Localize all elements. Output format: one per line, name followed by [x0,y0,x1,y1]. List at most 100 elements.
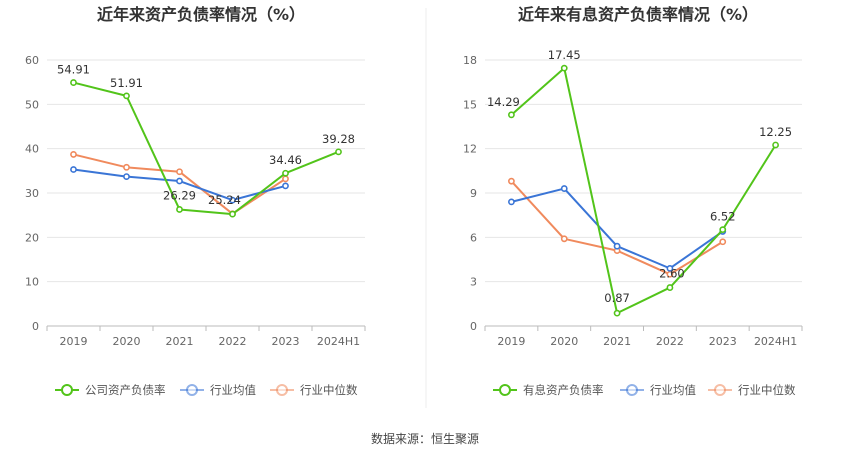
data-point [70,79,77,86]
legend: 有息资产负债率 行业均值 行业中位数 [493,383,796,397]
y-tick-label: 60 [25,54,39,67]
data-point [123,173,130,180]
data-label: 14.29 [487,95,520,109]
series-main: 54.91 51.91 26.29 25.24 34.46 39.28 [57,63,355,218]
x-tick-label: 2022 [219,335,247,348]
x-tick-label: 2024H1 [754,335,797,348]
x-tick-label: 2024H1 [317,335,360,348]
y-tick-label: 40 [25,143,39,156]
chart-title: 近年来有息资产负债率情况（%） [518,5,758,24]
y-tick-label: 9 [470,187,477,200]
data-label: 2.60 [659,267,685,281]
data-point [282,182,289,190]
legend-marker [714,384,726,396]
data-point [560,235,568,243]
data-point [123,92,130,100]
legend-marker [276,384,288,396]
data-point [123,163,130,171]
data-point [666,284,674,291]
y-tick-label: 15 [463,98,477,111]
chart-title: 近年来资产负债率情况（%） [97,5,305,24]
y-tick-label: 20 [25,231,39,244]
legend-item[interactable]: 有息资产负债率 [493,383,604,397]
legend-item[interactable]: 行业均值 [180,383,256,397]
data-point [560,185,568,192]
data-point [508,198,515,206]
chart-panel-1: 近年来资产负债率情况（%） 0 10 20 30 40 50 60 2019 2020 2021 20… [25,5,366,397]
legend-marker [499,384,511,396]
data-label: 6.52 [710,210,736,224]
data-label: 25.24 [208,193,241,207]
data-point [772,141,779,149]
y-tick-label: 18 [463,54,477,67]
x-tick-label: 2019 [497,335,525,348]
legend-label: 公司资产负债率 [85,383,166,397]
data-point [229,210,236,218]
legend-item[interactable]: 行业均值 [620,383,696,397]
y-tick-label: 50 [25,98,39,111]
x-tick-label: 2020 [113,335,141,348]
y-tick-label: 0 [470,320,477,333]
data-label: 12.25 [759,125,792,139]
legend-marker [186,384,198,396]
data-point [282,175,289,183]
data-point [508,177,515,185]
y-tick-label: 6 [470,231,477,244]
legend-item[interactable]: 公司资产负债率 [55,383,166,397]
series-line [510,180,724,276]
data-label: 34.46 [269,153,302,167]
y-tick-label: 0 [32,320,39,333]
x-tick-label: 2023 [709,335,737,348]
legend-label: 行业中位数 [738,383,796,397]
data-point [335,148,342,156]
data-point [666,264,674,272]
data-point [176,177,183,185]
data-label: 26.29 [163,188,196,202]
data-label: 39.28 [322,132,355,146]
legend-marker [61,384,73,396]
data-source: 数据来源：恒生聚源 [371,431,479,446]
series-line [511,187,724,270]
x-tick-label: 2020 [550,335,578,348]
series-industry-mean [508,185,727,272]
legend-label: 有息资产负债率 [523,383,604,397]
legend-label: 行业均值 [210,383,256,397]
data-point [229,196,236,204]
chart-panel-2: 近年来有息资产负债率情况（%） 0 3 6 9 12 15 18 2019 2020 2021 202… [463,5,803,397]
data-point [282,169,289,177]
data-point [70,166,77,173]
data-point [70,151,77,158]
data-point [719,226,727,234]
legend-marker [626,384,638,396]
y-tick-label: 3 [470,276,477,289]
x-tick-label: 2022 [656,335,684,348]
legend: 公司资产负债率 行业均值 行业中位数 [55,383,358,397]
data-label: 17.45 [548,48,581,62]
legend-item[interactable]: 行业中位数 [708,383,796,397]
data-point [719,238,727,246]
data-point [613,309,621,317]
data-label: 51.91 [110,76,143,90]
x-tick-label: 2021 [166,335,194,348]
y-tick-label: 10 [25,276,39,289]
data-point [560,64,568,72]
legend-label: 行业均值 [650,383,696,397]
series-main: 14.29 17.45 0.87 2.60 6.52 12.25 [487,48,792,317]
data-label: 0.87 [604,291,630,305]
data-point [613,242,621,250]
data-point [508,111,515,119]
x-tick-label: 2021 [603,335,631,348]
y-tick-label: 12 [463,143,477,156]
series-line [510,67,777,315]
data-point [176,206,183,213]
legend-item[interactable]: 行业中位数 [270,383,358,397]
y-tick-label: 30 [25,187,39,200]
x-tick-label: 2019 [60,335,88,348]
series-line [73,81,339,216]
x-tick-label: 2023 [272,335,300,348]
data-point [176,168,183,176]
legend-label: 行业中位数 [300,383,358,397]
series-industry-mean [70,166,289,204]
data-label: 54.91 [57,63,90,77]
